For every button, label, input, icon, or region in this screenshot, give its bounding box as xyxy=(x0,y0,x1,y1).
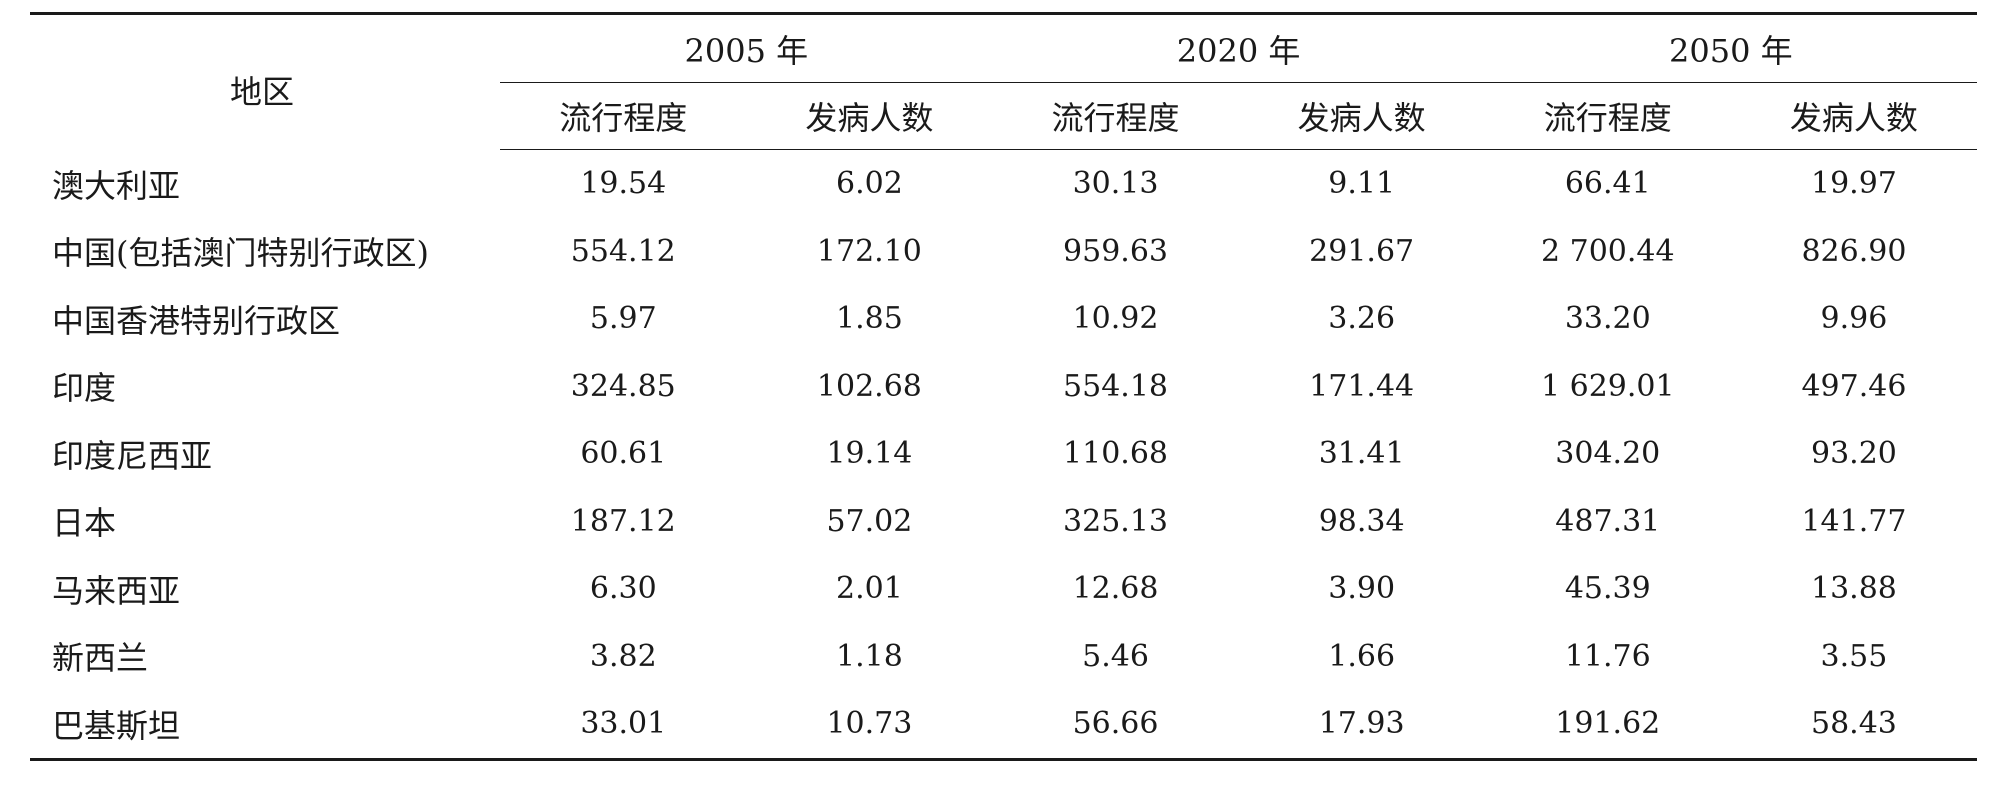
value-cell: 33.01 xyxy=(500,690,747,761)
value-cell: 31.41 xyxy=(1318,436,1405,472)
table-row: 新西兰 3.82 1.18 5.46 1.66 11.76 3.55 xyxy=(30,623,1977,691)
value-cell: 324.85 xyxy=(570,368,676,404)
value-cell: 10.73 xyxy=(746,690,993,761)
value-cell: 9.11 xyxy=(1328,166,1396,202)
region-cell: 印度 xyxy=(52,369,117,408)
value-cell: 497.46 xyxy=(1801,368,1907,404)
value-cell: 172.10 xyxy=(816,233,922,269)
value-cell: 2 700.44 xyxy=(1541,233,1675,269)
value-cell: 171.44 xyxy=(1309,368,1415,404)
region-cell: 中国(包括澳门特别行政区) xyxy=(52,234,429,273)
value-cell: 58.43 xyxy=(1730,690,1977,761)
value-cell: 66.41 xyxy=(1564,166,1651,202)
value-cell: 487.31 xyxy=(1555,503,1661,539)
subheader-incidence: 发病人数 xyxy=(746,82,993,150)
region-cell: 马来西亚 xyxy=(52,571,181,610)
value-cell: 60.61 xyxy=(580,436,667,472)
value-cell: 98.34 xyxy=(1318,503,1405,539)
value-cell: 826.90 xyxy=(1801,233,1907,269)
header-row-years: 地区 2005 年 2020 年 2050 年 xyxy=(30,13,1977,111)
table-header: 地区 2005 年 2020 年 2050 年 流行程度 发病人数 流行程度 发… xyxy=(30,13,1977,150)
subheader-prevalence: 流行程度 xyxy=(500,82,747,150)
value-cell: 102.68 xyxy=(816,368,922,404)
table-row: 中国香港特别行政区 5.97 1.85 10.92 3.26 33.20 9.9… xyxy=(30,285,1977,353)
region-cell: 中国香港特别行政区 xyxy=(52,301,341,340)
subheader-prevalence: 流行程度 xyxy=(992,82,1239,150)
value-cell: 3.90 xyxy=(1328,571,1396,607)
value-cell: 30.13 xyxy=(1072,166,1159,202)
table-row: 中国(包括澳门特别行政区) 554.12 172.10 959.63 291.6… xyxy=(30,218,1977,286)
value-cell: 93.20 xyxy=(1810,436,1897,472)
region-cell: 新西兰 xyxy=(52,639,149,678)
value-cell: 291.67 xyxy=(1309,233,1415,269)
value-cell: 19.54 xyxy=(580,166,667,202)
value-cell: 554.12 xyxy=(570,233,676,269)
value-cell: 1.18 xyxy=(836,638,903,674)
subheader-prevalence: 流行程度 xyxy=(1484,82,1731,150)
value-cell: 57.02 xyxy=(826,503,913,539)
value-cell: 10.92 xyxy=(1072,301,1159,337)
region-cell: 巴基斯坦 xyxy=(30,690,501,761)
value-cell: 13.88 xyxy=(1810,571,1897,607)
value-cell: 110.68 xyxy=(1063,436,1169,472)
table-body: 澳大利亚 19.54 6.02 30.13 9.11 66.41 19.97 中… xyxy=(30,150,1977,761)
value-cell: 304.20 xyxy=(1555,436,1661,472)
value-cell: 17.93 xyxy=(1238,690,1485,761)
value-cell: 141.77 xyxy=(1801,503,1907,539)
value-cell: 1.85 xyxy=(836,301,903,337)
value-cell: 56.66 xyxy=(992,690,1239,761)
table-row: 日本 187.12 57.02 325.13 98.34 487.31 141.… xyxy=(30,488,1977,556)
value-cell: 3.26 xyxy=(1328,301,1396,337)
value-cell: 19.14 xyxy=(826,436,913,472)
value-cell: 6.02 xyxy=(836,166,903,202)
value-cell: 45.39 xyxy=(1564,571,1651,607)
value-cell: 1 629.01 xyxy=(1541,368,1675,404)
value-cell: 959.63 xyxy=(1063,233,1169,269)
table-row: 印度尼西亚 60.61 19.14 110.68 31.41 304.20 93… xyxy=(30,420,1977,488)
region-cell: 印度尼西亚 xyxy=(52,436,213,475)
value-cell: 325.13 xyxy=(1063,503,1169,539)
value-cell: 5.46 xyxy=(1082,638,1149,674)
value-cell: 5.97 xyxy=(589,301,657,337)
region-cell: 日本 xyxy=(52,504,117,543)
year-header-2005: 2005 年 xyxy=(500,13,993,83)
data-table-container: 地区 2005 年 2020 年 2050 年 流行程度 发病人数 流行程度 发… xyxy=(30,12,1977,761)
table-row: 马来西亚 6.30 2.01 12.68 3.90 45.39 13.88 xyxy=(30,555,1977,623)
header-row-metrics: 流行程度 发病人数 流行程度 发病人数 流行程度 发病人数 xyxy=(30,82,1977,150)
table-row: 巴基斯坦 33.01 10.73 56.66 17.93 191.62 58.4… xyxy=(30,690,1977,761)
value-cell: 187.12 xyxy=(570,503,676,539)
value-cell: 191.62 xyxy=(1484,690,1731,761)
value-cell: 19.97 xyxy=(1810,166,1897,202)
value-cell: 3.82 xyxy=(589,638,657,674)
value-cell: 3.55 xyxy=(1820,638,1888,674)
value-cell: 554.18 xyxy=(1063,368,1169,404)
year-header-2050: 2050 年 xyxy=(1484,13,1977,83)
value-cell: 33.20 xyxy=(1564,301,1651,337)
subheader-incidence: 发病人数 xyxy=(1238,82,1485,150)
year-header-2020: 2020 年 xyxy=(992,13,1485,83)
value-cell: 2.01 xyxy=(836,571,903,607)
table-row: 澳大利亚 19.54 6.02 30.13 9.11 66.41 19.97 xyxy=(30,150,1977,218)
subheader-incidence: 发病人数 xyxy=(1730,82,1977,150)
data-table: 地区 2005 年 2020 年 2050 年 流行程度 发病人数 流行程度 发… xyxy=(30,12,1977,761)
value-cell: 9.96 xyxy=(1820,301,1888,337)
value-cell: 1.66 xyxy=(1328,638,1396,674)
table-row: 印度 324.85 102.68 554.18 171.44 1 629.01 … xyxy=(30,353,1977,421)
value-cell: 12.68 xyxy=(1072,571,1159,607)
value-cell: 11.76 xyxy=(1564,638,1651,674)
region-cell: 澳大利亚 xyxy=(52,166,181,205)
value-cell: 6.30 xyxy=(589,571,657,607)
region-column-header: 地区 xyxy=(230,73,295,111)
